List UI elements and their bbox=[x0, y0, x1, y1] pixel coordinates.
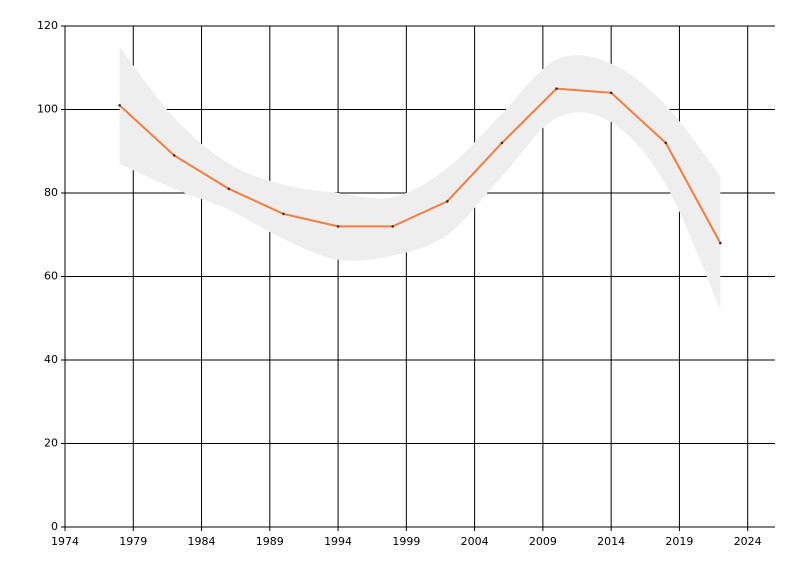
x-tick-label: 1994 bbox=[324, 535, 352, 548]
x-tick-label: 1984 bbox=[188, 535, 216, 548]
y-tick-label: 100 bbox=[37, 103, 58, 116]
data-point bbox=[555, 87, 558, 90]
data-point bbox=[282, 212, 285, 216]
data-point bbox=[500, 141, 504, 145]
data-line bbox=[118, 87, 722, 244]
confidence-band bbox=[119, 46, 721, 310]
y-tick-label: 20 bbox=[44, 437, 58, 450]
x-tick-label: 2004 bbox=[461, 535, 489, 548]
data-point bbox=[118, 104, 121, 107]
data-point bbox=[336, 225, 340, 228]
y-tick-label: 80 bbox=[44, 186, 58, 199]
x-tick-label: 2024 bbox=[734, 535, 762, 548]
y-tick-label: 40 bbox=[44, 353, 58, 366]
x-tick-label: 1974 bbox=[51, 535, 79, 548]
x-tick-label: 2014 bbox=[597, 535, 625, 548]
data-point bbox=[227, 187, 231, 191]
x-tick-label: 2009 bbox=[529, 535, 557, 548]
x-tick-label: 1979 bbox=[119, 535, 147, 548]
data-point bbox=[391, 225, 394, 228]
data-point bbox=[719, 241, 722, 245]
data-point bbox=[446, 200, 449, 203]
data-point bbox=[664, 141, 668, 145]
data-point bbox=[172, 154, 176, 157]
y-tick-label: 120 bbox=[37, 19, 58, 32]
y-tick-label: 60 bbox=[44, 270, 58, 283]
x-tick-label: 1989 bbox=[256, 535, 284, 548]
x-tick-label: 1999 bbox=[392, 535, 420, 548]
y-tick-label: 0 bbox=[51, 520, 58, 533]
x-tick-label: 2019 bbox=[665, 535, 693, 548]
data-point bbox=[609, 91, 613, 95]
